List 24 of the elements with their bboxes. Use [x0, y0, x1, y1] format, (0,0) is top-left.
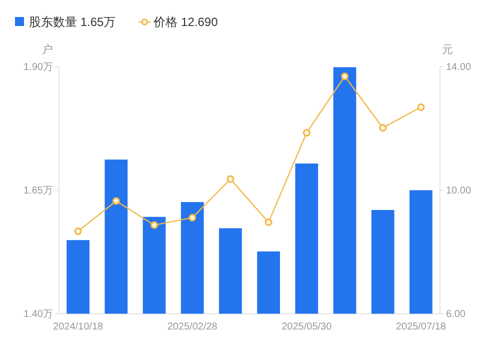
y2-axis-title: 元	[442, 44, 453, 56]
y2-tick-label: 6.00	[446, 309, 466, 320]
y-tick-label: 1.65万	[24, 186, 53, 197]
x-tick-label: 2025/07/18	[396, 322, 446, 333]
legend-label: 股东数量 1.65万	[29, 15, 116, 29]
point	[302, 128, 310, 137]
point	[112, 197, 120, 205]
y-tick-label: 1.40万	[24, 309, 53, 320]
point	[340, 72, 349, 80]
x-tick-label: 2025/02/28	[167, 322, 218, 333]
y-tick-label: 1.90万	[24, 62, 53, 74]
y-axis-title: 户	[42, 43, 53, 56]
point	[188, 214, 196, 222]
y2-tick-label: 14.00	[446, 62, 472, 74]
point	[74, 227, 82, 236]
legend-label: 价格 12.690	[152, 15, 218, 29]
x-tick-label: 2025/05/30	[282, 322, 332, 333]
point	[417, 103, 425, 111]
x-tick-label: 2024/10/18	[53, 322, 104, 333]
point	[379, 124, 387, 132]
y2-tick-label: 10.00	[446, 186, 472, 197]
point	[264, 218, 272, 226]
point	[150, 221, 158, 229]
point	[226, 175, 234, 183]
